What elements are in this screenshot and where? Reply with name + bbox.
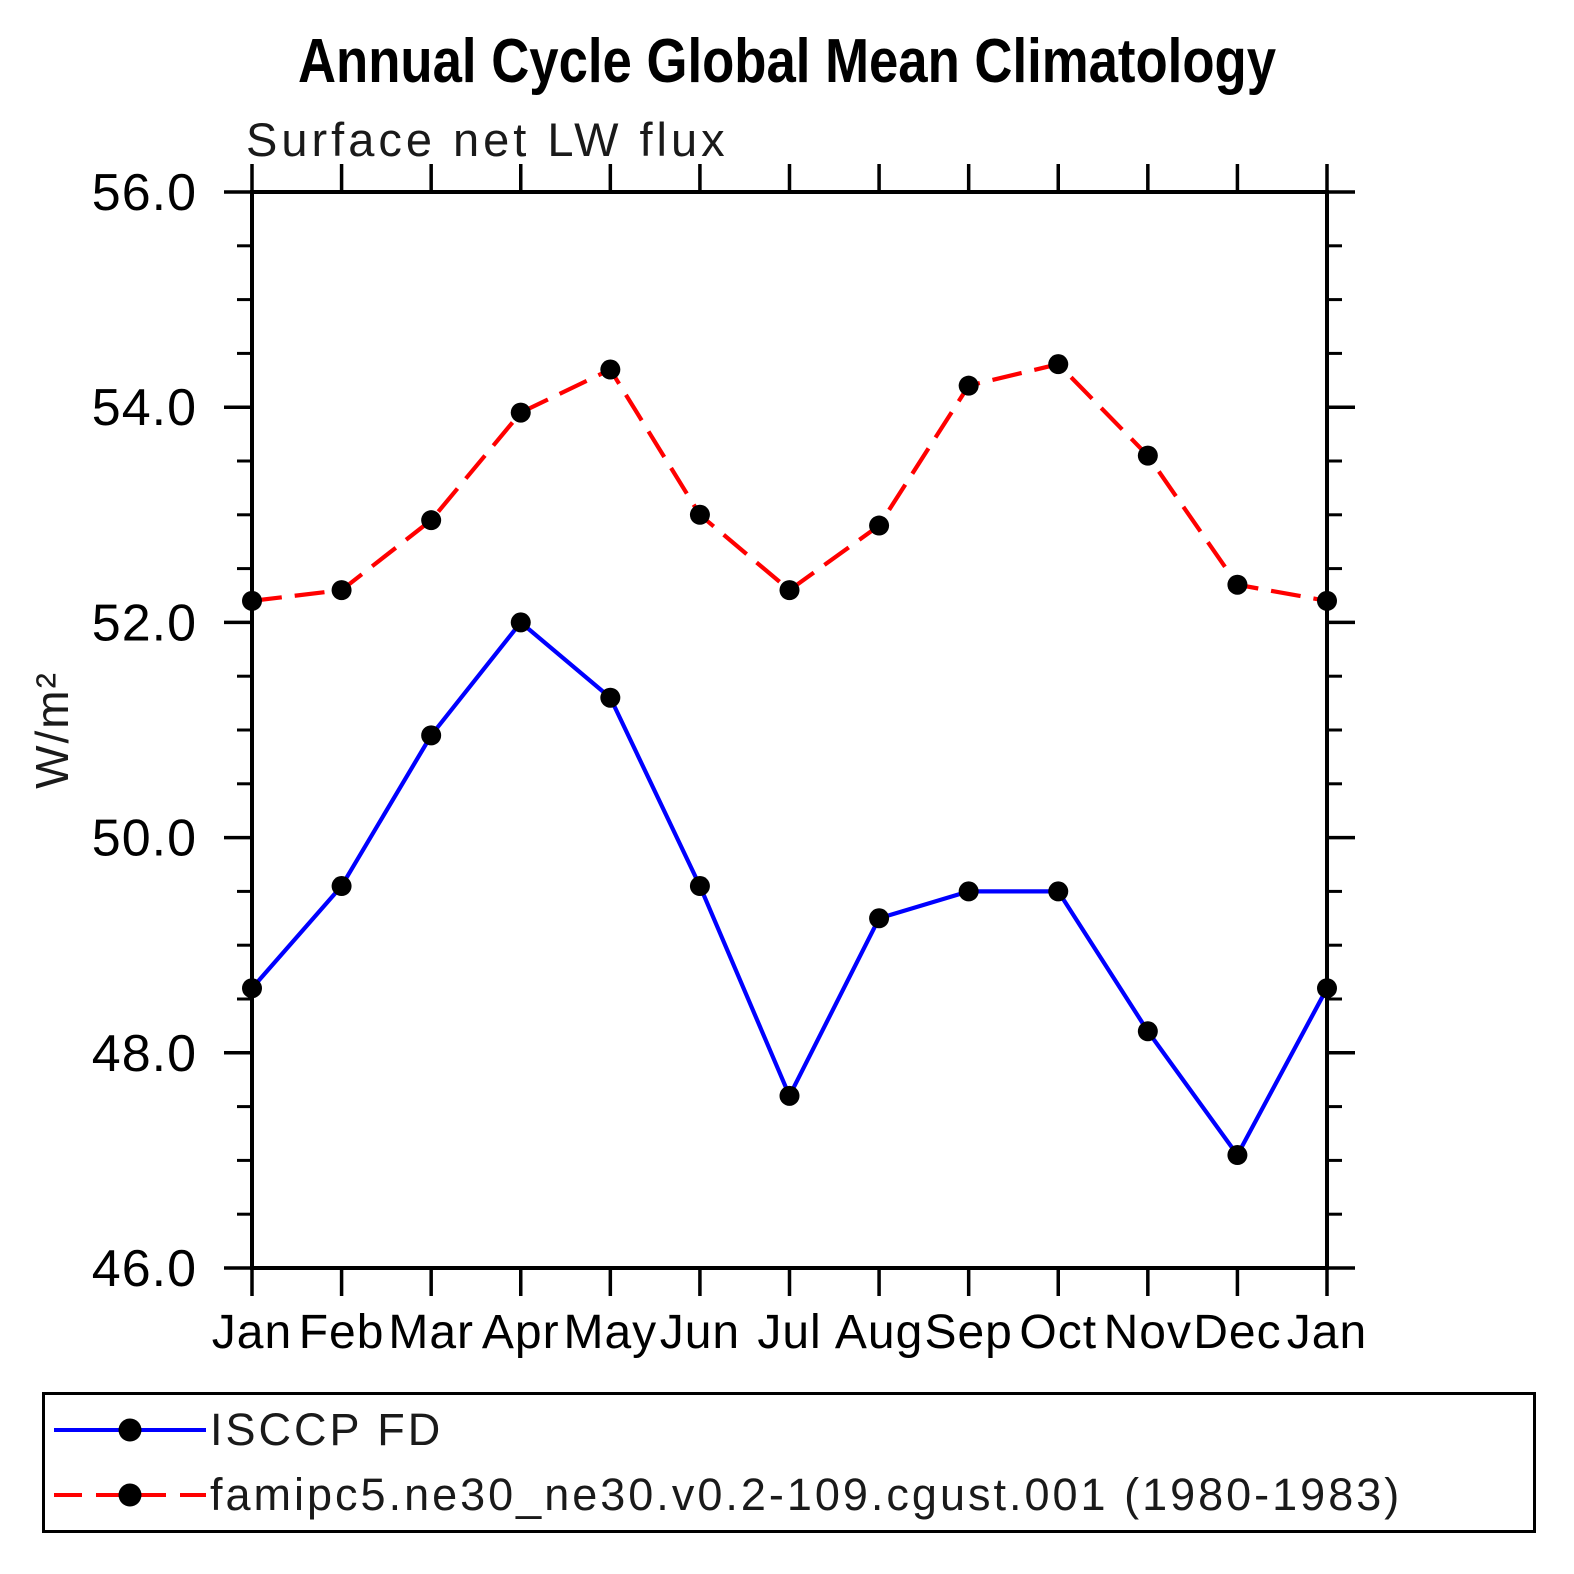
series-marker: [689, 504, 710, 525]
series-marker: [600, 359, 621, 380]
x-tick-label: Apr: [482, 1306, 560, 1359]
legend-marker-dot: [118, 1418, 142, 1442]
legend-sample-dashed-line: [54, 1483, 206, 1507]
y-axis-label: W/m²: [26, 671, 78, 789]
series-marker: [958, 375, 979, 396]
series-marker: [1137, 1021, 1158, 1042]
series-marker: [331, 876, 352, 897]
x-tick-label: May: [563, 1306, 657, 1359]
series-marker: [510, 402, 531, 423]
series-line: [250, 620, 1329, 1158]
series-marker: [510, 612, 531, 633]
series-line: [251, 362, 1328, 603]
series-marker: [1048, 881, 1069, 902]
x-tick-label: Mar: [388, 1306, 474, 1359]
y-tick-label: 52.0: [92, 594, 197, 652]
legend-marker-dot: [118, 1483, 142, 1507]
series-marker: [779, 1085, 800, 1106]
x-tick-label: Aug: [835, 1306, 923, 1359]
x-tick-label: Dec: [1193, 1306, 1281, 1359]
x-tick-label: Jul: [757, 1306, 821, 1359]
series-marker: [869, 515, 890, 536]
plot-frame: [250, 190, 1329, 1270]
y-tick-label: 46.0: [92, 1240, 197, 1298]
y-tick-label: 54.0: [92, 379, 197, 437]
series-marker: [242, 978, 262, 999]
x-tick-label: Feb: [299, 1306, 385, 1359]
series-marker: [689, 876, 710, 897]
series-marker: [1317, 590, 1337, 611]
series-marker: [779, 580, 800, 601]
legend-label-famipc5: famipc5.ne30_ne30.v0.2-109.cgust.001 (19…: [210, 1469, 1403, 1521]
x-tick-label: Jan: [1287, 1306, 1367, 1359]
legend: ISCCP FD famipc5.ne30_ne30.v0.2-109.cgus…: [42, 1392, 1536, 1533]
series-marker: [1227, 1145, 1248, 1166]
series-marker: [1227, 574, 1248, 595]
chart-subtitle: Surface net LW flux: [246, 113, 729, 166]
series-marker: [331, 580, 352, 601]
series-marker: [600, 687, 621, 708]
x-tick-label: Oct: [1019, 1306, 1097, 1359]
x-tick-label: Jan: [212, 1306, 292, 1359]
legend-sample-solid-line: [54, 1418, 206, 1442]
series-marker: [1137, 445, 1158, 466]
series-marker: [421, 725, 442, 746]
series-marker: [421, 510, 442, 531]
legend-item-famipc5: famipc5.ne30_ne30.v0.2-109.cgust.001 (19…: [50, 1464, 1533, 1526]
x-tick-label: Nov: [1104, 1306, 1192, 1359]
series-marker: [242, 590, 262, 611]
y-tick-label: 50.0: [92, 810, 197, 868]
x-tick-label: Jun: [660, 1306, 740, 1359]
x-tick-label: Sep: [924, 1306, 1012, 1359]
legend-item-isccp: ISCCP FD: [50, 1399, 1533, 1461]
series-marker: [869, 908, 890, 929]
y-tick-label: 48.0: [92, 1025, 197, 1083]
series-marker: [958, 881, 979, 902]
chart-title: Annual Cycle Global Mean Climatology: [297, 27, 1277, 96]
legend-label-isccp: ISCCP FD: [210, 1403, 444, 1455]
series-marker: [1048, 354, 1069, 375]
series-marker: [1317, 978, 1337, 999]
y-tick-label: 56.0: [92, 164, 197, 222]
